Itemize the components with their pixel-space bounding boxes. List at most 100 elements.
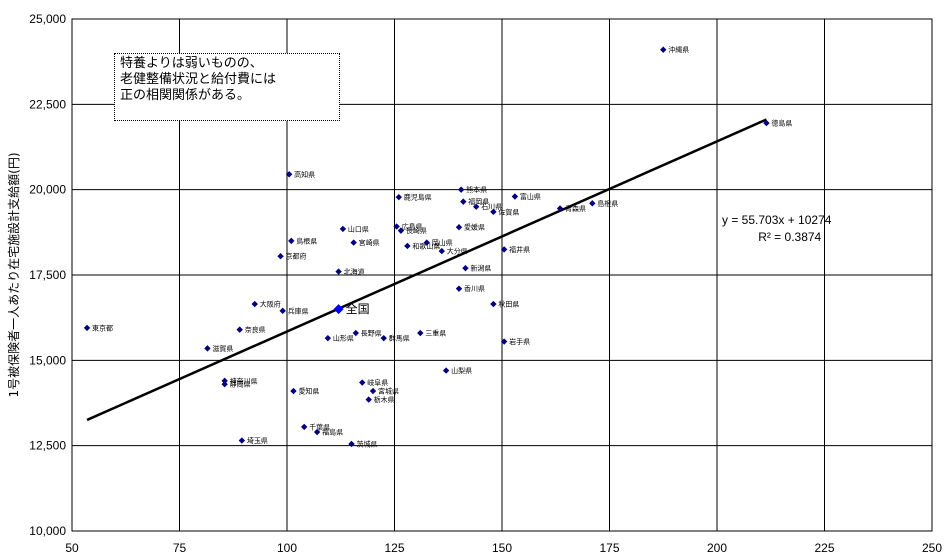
point-label: 福井県	[509, 245, 530, 254]
point-marker	[442, 367, 450, 374]
point-label: 岩手県	[509, 337, 530, 346]
point-label: 栃木県	[374, 395, 395, 404]
data-point: 三重県	[417, 330, 446, 338]
point-label: 島根県	[597, 199, 618, 208]
point-label: 群馬県	[389, 334, 410, 343]
regression-equation: y = 55.703x + 10274 R² = 0.3874	[722, 212, 831, 246]
data-point: 大分県	[438, 247, 468, 256]
point-marker	[397, 227, 405, 234]
data-point: 東京都	[83, 323, 113, 332]
data-point: 高知県	[285, 170, 315, 179]
point-label: 岐阜県	[367, 378, 388, 387]
point-label: 宮崎県	[359, 238, 380, 247]
data-point: 宮崎県	[350, 238, 380, 247]
data-point: 熊本県	[457, 185, 487, 194]
point-marker	[348, 440, 355, 448]
point-marker	[279, 307, 286, 315]
point-label: 愛知県	[298, 387, 319, 396]
point-marker	[763, 119, 770, 127]
point-label: 山口県	[348, 224, 369, 233]
point-label: 東京都	[92, 323, 113, 332]
point-marker	[221, 377, 228, 385]
point-marker	[455, 224, 463, 231]
point-label: 北海道	[344, 267, 365, 276]
point-marker	[438, 247, 445, 255]
point-label: 長野県	[361, 330, 382, 338]
data-point: 奈良県	[236, 325, 266, 334]
y-tick-label: 10,000	[29, 524, 66, 538]
point-marker	[352, 329, 359, 337]
point-label: 大分県	[447, 247, 468, 256]
point-marker	[238, 437, 246, 444]
data-point: 愛媛県	[455, 223, 485, 232]
data-point: 青森県	[556, 204, 586, 213]
point-marker	[460, 198, 467, 205]
national-average-point: 全国	[333, 301, 370, 316]
data-point: 富山県	[511, 192, 541, 201]
point-marker	[285, 171, 293, 178]
point-marker	[490, 300, 497, 308]
point-marker	[335, 268, 342, 275]
highlight-label: 全国	[346, 301, 370, 316]
data-point: 石川県	[473, 203, 502, 211]
point-label: 長崎県	[406, 226, 427, 235]
point-label: 岡山県	[432, 238, 453, 247]
point-label: 香川県	[464, 284, 485, 293]
data-point: 茨城県	[348, 439, 378, 448]
point-marker	[313, 428, 321, 436]
point-label: 佐賀県	[498, 207, 519, 216]
point-label: 福岡県	[468, 197, 489, 206]
data-point: 島根県	[589, 199, 618, 208]
point-label: 徳島県	[771, 119, 792, 128]
point-marker	[423, 239, 430, 246]
point-label: 福島県	[322, 428, 343, 437]
point-label: 宮城県	[378, 387, 399, 396]
data-point: 宮城県	[369, 387, 399, 396]
x-tick-label: 175	[599, 541, 619, 555]
point-marker	[365, 396, 372, 403]
point-label: 京都府	[286, 252, 307, 261]
x-tick-label: 125	[384, 541, 404, 555]
data-point: 山口県	[339, 224, 369, 233]
point-label: 青森県	[565, 204, 586, 213]
point-label: 千葉県	[309, 422, 330, 431]
point-marker	[380, 334, 387, 342]
y-tick-label: 25,000	[29, 12, 66, 26]
data-point: 徳島県	[763, 119, 792, 128]
x-tick-label: 225	[814, 541, 834, 555]
highlight-marker	[333, 304, 344, 315]
point-marker	[339, 225, 347, 233]
point-marker	[500, 246, 508, 253]
data-point: 北海道	[335, 267, 365, 276]
point-label: 熊本県	[466, 185, 487, 194]
data-point: 秋田県	[490, 300, 519, 309]
point-marker	[589, 200, 596, 207]
point-marker	[350, 239, 357, 246]
y-tick-label: 17,500	[29, 268, 66, 282]
point-marker	[404, 242, 411, 250]
data-point: 神奈川県	[221, 376, 258, 385]
data-point: 山形県	[324, 334, 354, 343]
point-marker	[236, 326, 243, 333]
point-marker	[490, 208, 497, 216]
point-label: 鹿児島県	[404, 193, 432, 202]
point-marker	[301, 423, 308, 431]
point-label: 鳥根県	[296, 236, 317, 245]
point-marker	[417, 329, 424, 337]
x-tick-label: 75	[173, 541, 187, 555]
point-label: 兵庫県	[288, 306, 309, 315]
point-marker	[277, 253, 284, 260]
y-tick-label: 15,000	[29, 353, 66, 367]
x-tick-label: 150	[492, 541, 512, 555]
point-marker	[393, 223, 400, 230]
data-point: 鳥根県	[288, 236, 317, 245]
data-point: 和歌山県	[404, 241, 440, 250]
point-marker	[500, 338, 508, 345]
point-label: 高知県	[294, 170, 315, 179]
point-marker	[251, 300, 258, 308]
point-label: 秋田県	[498, 300, 519, 309]
point-marker	[455, 285, 463, 292]
point-label: 奈良県	[245, 325, 266, 334]
